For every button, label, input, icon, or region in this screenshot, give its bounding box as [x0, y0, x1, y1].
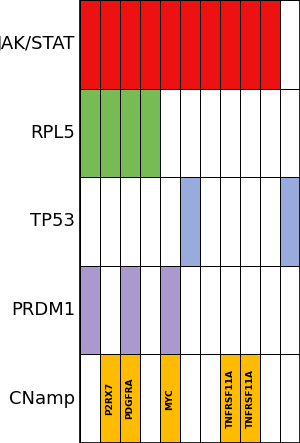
Bar: [180, 354, 200, 443]
Text: P2RX7: P2RX7: [106, 382, 115, 415]
Bar: [240, 266, 260, 354]
Bar: [160, 177, 180, 266]
Bar: [240, 89, 260, 177]
Bar: [200, 266, 220, 354]
Bar: [200, 0, 220, 89]
Bar: [240, 0, 260, 89]
Bar: [140, 354, 160, 443]
Bar: [80, 177, 100, 266]
Bar: [100, 266, 120, 354]
Bar: [180, 89, 200, 177]
Bar: [220, 266, 240, 354]
Bar: [140, 177, 160, 266]
Text: PRDM1: PRDM1: [11, 301, 75, 319]
Text: RPL5: RPL5: [30, 124, 75, 142]
Bar: [260, 0, 280, 89]
Bar: [280, 266, 300, 354]
Text: TP53: TP53: [30, 213, 75, 230]
Bar: [180, 0, 200, 89]
Bar: [220, 354, 240, 443]
Bar: [100, 177, 120, 266]
Bar: [80, 0, 300, 443]
Bar: [260, 354, 280, 443]
Text: JAK/STAT: JAK/STAT: [0, 35, 75, 53]
Bar: [200, 89, 220, 177]
Bar: [280, 0, 300, 89]
Bar: [120, 177, 140, 266]
Bar: [160, 354, 180, 443]
Bar: [80, 0, 100, 89]
Text: CNamp: CNamp: [9, 390, 75, 408]
Bar: [280, 354, 300, 443]
Bar: [240, 354, 260, 443]
Bar: [120, 0, 140, 89]
Bar: [140, 0, 160, 89]
Bar: [140, 89, 160, 177]
Text: TNFRSF11A: TNFRSF11A: [245, 369, 254, 428]
Bar: [80, 89, 100, 177]
Bar: [220, 177, 240, 266]
Bar: [100, 89, 120, 177]
Text: PDGFRA: PDGFRA: [125, 378, 134, 420]
Text: MYC: MYC: [166, 388, 175, 409]
Bar: [160, 89, 180, 177]
Bar: [220, 0, 240, 89]
Bar: [180, 177, 200, 266]
Bar: [180, 266, 200, 354]
Text: TNFRSF11A: TNFRSF11A: [226, 369, 235, 428]
Bar: [80, 354, 100, 443]
Bar: [260, 266, 280, 354]
Bar: [120, 89, 140, 177]
Bar: [220, 89, 240, 177]
Bar: [100, 0, 120, 89]
Bar: [260, 89, 280, 177]
Bar: [100, 354, 120, 443]
Bar: [120, 354, 140, 443]
Bar: [260, 177, 280, 266]
Bar: [280, 89, 300, 177]
Bar: [80, 266, 100, 354]
Bar: [160, 0, 180, 89]
Bar: [140, 266, 160, 354]
Bar: [160, 266, 180, 354]
Bar: [200, 354, 220, 443]
Bar: [120, 266, 140, 354]
Bar: [200, 177, 220, 266]
Bar: [240, 177, 260, 266]
Bar: [280, 177, 300, 266]
